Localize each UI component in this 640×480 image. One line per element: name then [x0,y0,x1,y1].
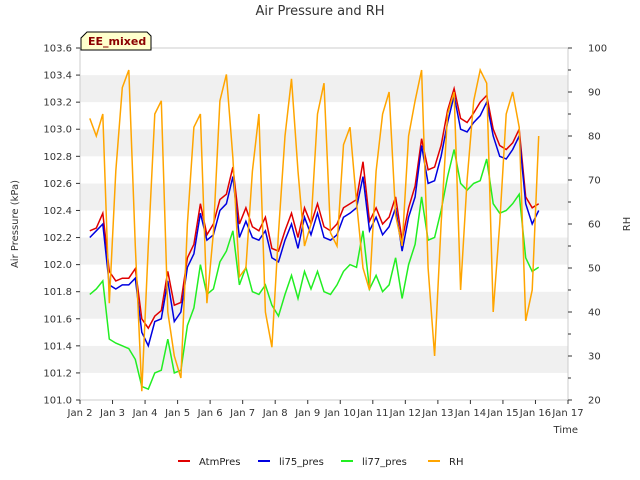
grid-band [80,318,568,346]
y-tick-label: 103.6 [43,44,72,55]
y2-tick-label: 30 [588,352,601,363]
x-tick-label: Jan 15 [486,408,518,419]
x-tick-label: Jan 7 [229,408,255,419]
grid-band [80,345,568,373]
y-tick-label: 102.6 [43,179,72,190]
badge-box [80,31,152,51]
y2-tick-label: 70 [588,176,601,187]
y-axis-right: 20 30 40 50 60 70 80 90 100 [568,44,607,407]
x-tick-label: Jan 8 [262,408,288,419]
series-layer [89,67,540,392]
y-tick-label: 103.4 [43,71,72,82]
grid-band [80,237,568,265]
grid-band [80,372,568,400]
x-tick-label: Jan 9 [294,408,320,419]
legend-label-rh: RH [449,457,463,468]
y-tick-label: 103.0 [43,125,72,136]
y2-tick-label: 20 [588,396,601,407]
series-line-rh [89,67,540,392]
y-tick-label: 102.0 [43,260,72,271]
series-line-li77_pres [89,149,540,391]
grid-band [80,183,568,211]
x-tick-label: Jan 4 [132,408,158,419]
y-axis-label: Air Pressure (kPa) [10,180,21,268]
legend: AtmPres li75_pres li77_pres RH [178,457,463,468]
y-tick-label: 101.2 [43,368,72,379]
legend-label-atmpres: AtmPres [199,457,240,468]
x-axis: Jan 2 Jan 3 Jan 4 Jan 5 Jan 6 Jan 7 Jan 8 Jan 9… [67,400,584,419]
y-axis-left: 101.0 101.2 101.4 101.6 101.8 102.0 102.2 102.4… [43,44,80,407]
y2-tick-label: 80 [588,132,601,143]
legend-label-li75_pres: li75_pres [279,457,324,468]
chart-title: Air Pressure and RH [255,4,384,19]
y2-tick-label: 50 [588,264,601,275]
badge-label: EE_mixed [88,35,146,48]
grid-band [80,102,568,130]
series-line-atmpres [89,85,540,330]
y-tick-label: 103.2 [43,98,72,109]
x-tick-label: Jan 6 [197,408,223,419]
y-tick-label: 101.8 [43,287,72,298]
plot-area [89,67,540,392]
x-tick-label: Jan 2 [67,408,93,419]
grid-band [80,48,568,76]
y-tick-label: 101.6 [43,314,72,325]
y2-tick-label: 60 [588,220,601,231]
x-tick-label: Jan 12 [389,408,421,419]
x-tick-label: Jan 16 [519,408,551,419]
x-tick-label: Jan 11 [356,408,388,419]
x-tick-label: Jan 5 [164,408,190,419]
x-tick-label: Jan 17 [551,408,583,419]
y-tick-label: 101.4 [43,341,72,352]
y2-tick-label: 100 [588,44,607,55]
x-tick-label: Jan 10 [324,408,356,419]
y2-tick-label: 90 [588,88,601,99]
x-tick-label: Jan 14 [454,408,486,419]
y2-axis-label: RH [622,217,633,231]
y-tick-label: 102.2 [43,233,72,244]
x-tick-label: Jan 3 [99,408,125,419]
grid-bands [80,48,568,400]
legend-label-li77_pres: li77_pres [362,457,407,468]
y-tick-label: 102.4 [43,206,72,217]
y-tick-label: 102.8 [43,152,72,163]
x-tick-label: Jan 13 [421,408,453,419]
y-tick-label: 101.0 [43,396,72,407]
site-badge: EE_mixed [80,31,152,51]
series-line-li75_pres [89,95,540,348]
grid-band [80,264,568,292]
grid-band [80,129,568,157]
x-axis-label: Time [553,425,578,436]
y2-tick-label: 40 [588,308,601,319]
